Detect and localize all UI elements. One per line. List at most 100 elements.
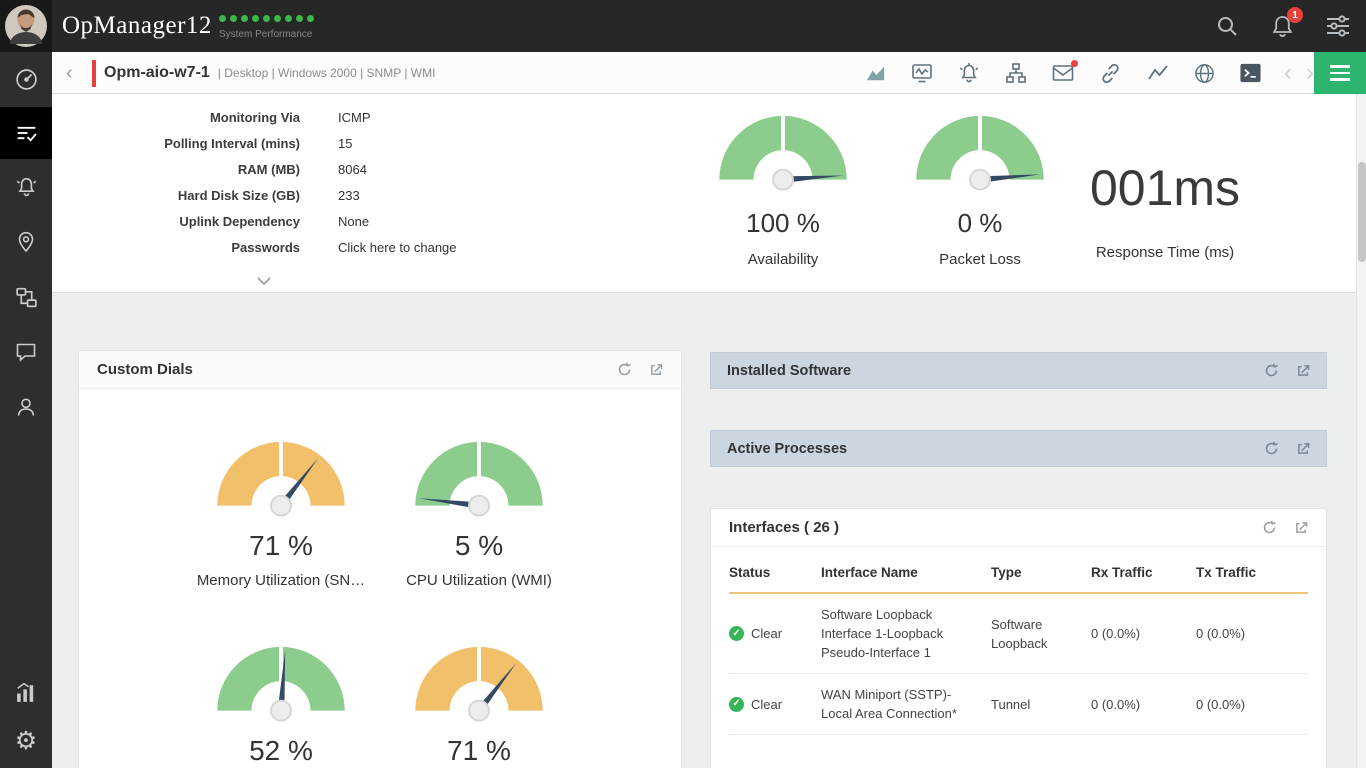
search-icon[interactable] [1215, 14, 1239, 38]
interface-name-link[interactable]: Software Loopback Interface 1-Loopback P… [821, 607, 944, 660]
expand-icon[interactable] [1297, 363, 1310, 378]
mail-alert-dot [1071, 60, 1078, 67]
col-rx-traffic: Rx Traffic [1091, 565, 1153, 580]
device-header-bar: ‹ Opm-aio-w7-1 | Desktop | Windows 2000 … [52, 52, 1366, 94]
sidebar-item-inventory[interactable] [0, 107, 52, 159]
device-name[interactable]: Opm-aio-w7-1 [104, 64, 210, 81]
col-type: Type [991, 565, 1022, 580]
sidebar-item-maps[interactable] [0, 216, 52, 268]
installed-software-panel[interactable]: Installed Software [710, 352, 1327, 389]
interfaces-table-header: Status Interface Name Type Rx Traffic Tx… [729, 549, 1308, 594]
detail-label: Passwords [231, 239, 300, 255]
col-status: Status [729, 565, 771, 580]
alarm-icon[interactable] [957, 61, 981, 85]
passwords-change-link[interactable]: Click here to change [338, 239, 457, 255]
scrollbar-thumb[interactable] [1358, 162, 1366, 262]
expand-icon[interactable] [650, 362, 663, 377]
device-pager: ‹ › [1284, 52, 1314, 94]
availability-gauge-block: 100 % Availability [673, 100, 893, 268]
interfaces-title: Interfaces ( 26 ) [729, 519, 840, 536]
dial-label: Memory Utilization (SN… [196, 572, 366, 589]
traffic-graph-icon[interactable] [1146, 61, 1170, 85]
disk-snmp-dial: 52 % Disk Utilization (SNMP) [171, 631, 391, 768]
device-title: Opm-aio-w7-1 | Desktop | Windows 2000 | … [104, 52, 435, 94]
sidebar-item-chat[interactable] [0, 326, 52, 378]
sidebar-item-reports[interactable] [0, 666, 52, 718]
memory-snmp-gauge [171, 426, 391, 520]
device-snapshot-card: Monitoring Via ICMP Polling Interval (min… [52, 94, 1366, 293]
notification-badge: 1 [1287, 7, 1303, 23]
device-toolbar [864, 52, 1262, 94]
interfaces-header: Interfaces ( 26 ) [711, 509, 1326, 547]
tx-traffic-value: 0 (0.0%) [1196, 626, 1246, 641]
status-cell: ✓ Clear [729, 626, 821, 641]
vertical-scrollbar[interactable] [1356, 94, 1366, 768]
response-time-value: 001ms [1089, 160, 1241, 216]
packet-loss-gauge [870, 100, 1090, 194]
expand-details-chevron-icon[interactable] [257, 272, 271, 290]
availability-value: 100 % [746, 208, 820, 238]
active-processes-panel[interactable]: Active Processes [710, 430, 1327, 467]
interfaces-table: Status Interface Name Type Rx Traffic Tx… [729, 549, 1308, 735]
active-processes-title: Active Processes [727, 440, 848, 457]
detail-row: Uplink Dependency None [60, 208, 457, 234]
response-time-block: 001ms Response Time (ms) [1050, 160, 1280, 261]
severity-accent-bar [92, 60, 96, 87]
system-performance-label: System Performance [219, 29, 313, 40]
sidebar-item-users[interactable] [0, 381, 52, 433]
mail-icon[interactable] [1051, 60, 1078, 84]
sidebar-item-dashboard[interactable] [0, 53, 52, 105]
packet-loss-gauge-block: 0 % Packet Loss [870, 100, 1090, 268]
terminal-icon[interactable] [1239, 62, 1262, 84]
device-meta: | Desktop | Windows 2000 | SNMP | WMI [217, 66, 436, 80]
settings-sliders-icon[interactable] [1326, 15, 1350, 37]
refresh-icon[interactable] [1264, 441, 1279, 456]
col-interface-name: Interface Name [821, 565, 918, 580]
clear-status-icon: ✓ [729, 626, 744, 641]
status-text: Clear [751, 696, 783, 712]
installed-software-title: Installed Software [727, 362, 852, 379]
clear-status-icon: ✓ [729, 696, 744, 712]
detail-row: Passwords Click here to change [60, 234, 457, 260]
detail-value: None [338, 213, 370, 229]
detail-label: RAM (MB) [237, 161, 300, 177]
sidebar-item-network-devices[interactable] [0, 271, 52, 323]
availability-gauge [673, 100, 893, 194]
dial-value: 52 % [249, 735, 313, 766]
network-devices-icon [15, 287, 37, 307]
user-avatar[interactable] [0, 0, 52, 52]
refresh-icon[interactable] [617, 362, 632, 377]
topbar: OpManager12 System Performance 1 [0, 0, 1366, 52]
tx-traffic-value: 0 (0.0%) [1196, 696, 1246, 712]
detail-row: Monitoring Via ICMP [60, 104, 457, 130]
globe-icon[interactable] [1193, 62, 1216, 85]
detail-value: 8064 [338, 161, 367, 177]
detail-label: Hard Disk Size (GB) [177, 187, 300, 203]
sidebar-item-settings[interactable]: ⚙ [0, 715, 52, 767]
refresh-icon[interactable] [1264, 363, 1279, 378]
sidebar-item-alarms[interactable] [0, 160, 52, 212]
gear-icon: ⚙ [14, 726, 38, 755]
device-monitor-icon[interactable] [910, 61, 934, 85]
prev-device-icon[interactable]: ‹ [1284, 59, 1292, 86]
expand-icon[interactable] [1295, 520, 1308, 535]
collapse-left-icon[interactable]: ‹ [66, 61, 73, 84]
interface-name-link[interactable]: WAN Miniport (SSTP)-Local Area Connectio… [821, 687, 957, 721]
link-icon[interactable] [1098, 61, 1123, 86]
next-device-icon[interactable]: › [1306, 59, 1314, 86]
status-text: Clear [751, 626, 783, 641]
disk-snmp-gauge [171, 631, 391, 725]
detail-row: Polling Interval (mins) 15 [60, 130, 457, 156]
topology-icon[interactable] [1004, 61, 1028, 85]
interface-type: Software Loopback [991, 616, 1048, 651]
device-menu-button[interactable] [1314, 52, 1366, 94]
status-cell: ✓ Clear [729, 696, 821, 712]
refresh-icon[interactable] [1262, 520, 1277, 535]
expand-icon[interactable] [1297, 441, 1310, 456]
reports-bars-icon [16, 682, 33, 702]
performance-chart-icon[interactable] [864, 62, 887, 85]
inventory-list-icon [17, 126, 37, 142]
notifications-bell-icon[interactable]: 1 [1271, 7, 1303, 38]
table-row: ✓ Clear Software Loopback Interface 1-Lo… [729, 594, 1308, 674]
